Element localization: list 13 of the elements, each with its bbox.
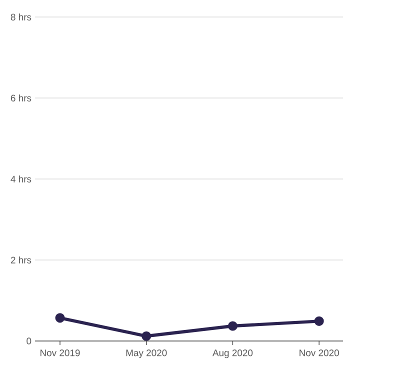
x-tick-label: Aug 2020	[212, 350, 253, 358]
point	[314, 316, 324, 326]
y-tick-label: 6 hrs	[10, 94, 32, 102]
y-tick-label: 4 hrs	[10, 176, 32, 182]
point	[142, 331, 152, 341]
x-tick-label: May 2020	[126, 350, 167, 358]
y-tick-label: 2 hrs	[10, 256, 32, 264]
x-tick-label: Nov 2019	[40, 350, 80, 356]
y-tick-label: 0	[26, 338, 32, 344]
x-tick-label: Nov 2020	[300, 350, 339, 356]
y-tick-label: 8 hrs	[10, 14, 32, 20]
point	[228, 321, 238, 331]
point	[55, 313, 65, 323]
